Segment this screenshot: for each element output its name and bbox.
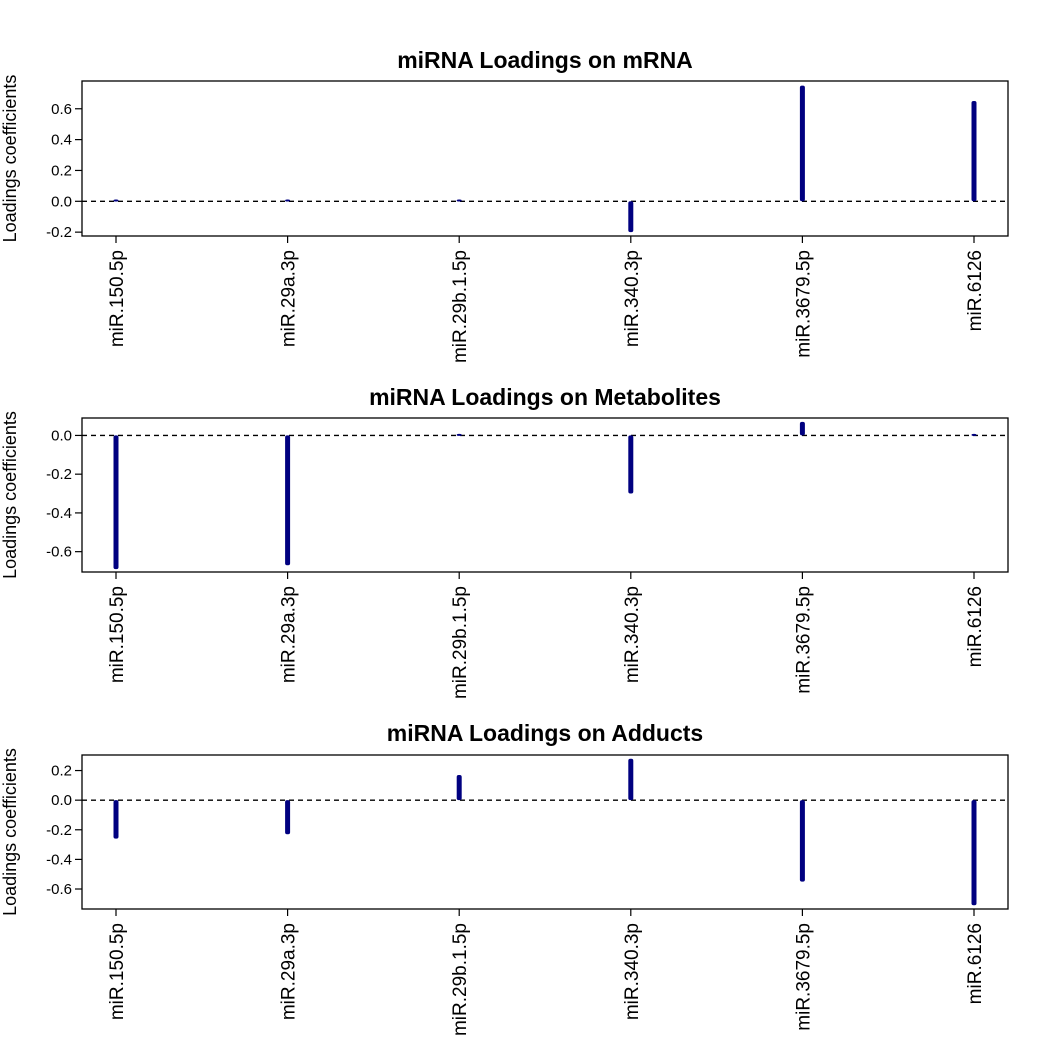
loading-bar xyxy=(113,435,119,570)
loading-bar xyxy=(628,201,634,233)
loading-bar xyxy=(456,433,462,436)
y-tick-label: -0.2 xyxy=(46,224,72,241)
loading-bar xyxy=(799,800,805,882)
y-tick-label: 0.2 xyxy=(51,763,72,780)
loading-bar xyxy=(799,85,805,202)
x-tick-label: miR.29b.1.5p xyxy=(450,923,471,1036)
x-tick-label: miR.3679.5p xyxy=(793,586,814,694)
x-tick-label: miR.150.5p xyxy=(107,250,128,347)
y-axis-label: Loadings coefficients xyxy=(0,748,20,916)
y-tick-label: 0.2 xyxy=(51,162,72,179)
x-tick-label: miR.29a.3p xyxy=(279,250,300,347)
y-tick-label: 0.0 xyxy=(51,427,72,444)
x-tick-label: miR.29b.1.5p xyxy=(450,586,471,699)
y-axis-label: Loadings coefficients xyxy=(0,411,20,579)
y-tick-label: -0.6 xyxy=(46,881,72,898)
x-tick-label: miR.29a.3p xyxy=(279,586,300,683)
plot-frame xyxy=(81,80,1009,237)
x-tick-label: miR.6126 xyxy=(965,250,986,331)
loading-bar xyxy=(971,433,977,436)
loading-bar xyxy=(113,199,119,202)
y-tick-label: 0.6 xyxy=(51,101,72,118)
x-tick-label: miR.6126 xyxy=(965,586,986,667)
loading-bar xyxy=(971,800,977,906)
x-tick-label: miR.29a.3p xyxy=(279,923,300,1020)
y-tick-label: 0.4 xyxy=(51,132,72,149)
x-tick-label: miR.3679.5p xyxy=(793,250,814,358)
x-tick-label: miR.150.5p xyxy=(107,586,128,683)
panel-mrna: miRNA Loadings on mRNA Loadings coeffici… xyxy=(0,47,1009,363)
loading-bar xyxy=(628,758,634,801)
loading-bar xyxy=(971,101,977,202)
y-axis-label: Loadings coefficients xyxy=(0,75,20,243)
x-tick-label: miR.340.3p xyxy=(622,923,643,1020)
chart-title: miRNA Loadings on Metabolites xyxy=(369,384,721,410)
loading-bar xyxy=(456,199,462,202)
x-tick-label: miR.29b.1.5p xyxy=(450,250,471,363)
x-tick-label: miR.3679.5p xyxy=(793,923,814,1031)
plot-frame xyxy=(81,754,1009,910)
x-tick-label: miR.340.3p xyxy=(622,586,643,683)
plot-frame xyxy=(81,417,1009,573)
y-tick-label: 0.0 xyxy=(51,193,72,210)
y-tick-label: -0.4 xyxy=(46,505,72,522)
y-tick-label: -0.2 xyxy=(46,822,72,839)
panel-adducts: miRNA Loadings on Adducts Loadings coeff… xyxy=(0,720,1009,1036)
y-tick-label: 0.0 xyxy=(51,792,72,809)
loading-bar xyxy=(285,800,291,835)
panel-metabolites: miRNA Loadings on Metabolites Loadings c… xyxy=(0,384,1009,699)
loading-bar xyxy=(799,421,805,436)
loading-bar xyxy=(628,435,634,494)
x-tick-label: miR.150.5p xyxy=(107,923,128,1020)
y-tick-label: -0.2 xyxy=(46,466,72,483)
loading-bar xyxy=(456,774,462,801)
chart-title: miRNA Loadings on Adducts xyxy=(387,720,703,746)
loading-bar xyxy=(285,199,291,202)
x-tick-label: miR.6126 xyxy=(965,923,986,1004)
y-tick-label: -0.6 xyxy=(46,544,72,561)
loading-bar xyxy=(113,800,119,839)
y-tick-label: -0.4 xyxy=(46,851,72,868)
loading-bar xyxy=(285,435,291,566)
chart-title: miRNA Loadings on mRNA xyxy=(397,47,693,73)
x-tick-label: miR.340.3p xyxy=(622,250,643,347)
